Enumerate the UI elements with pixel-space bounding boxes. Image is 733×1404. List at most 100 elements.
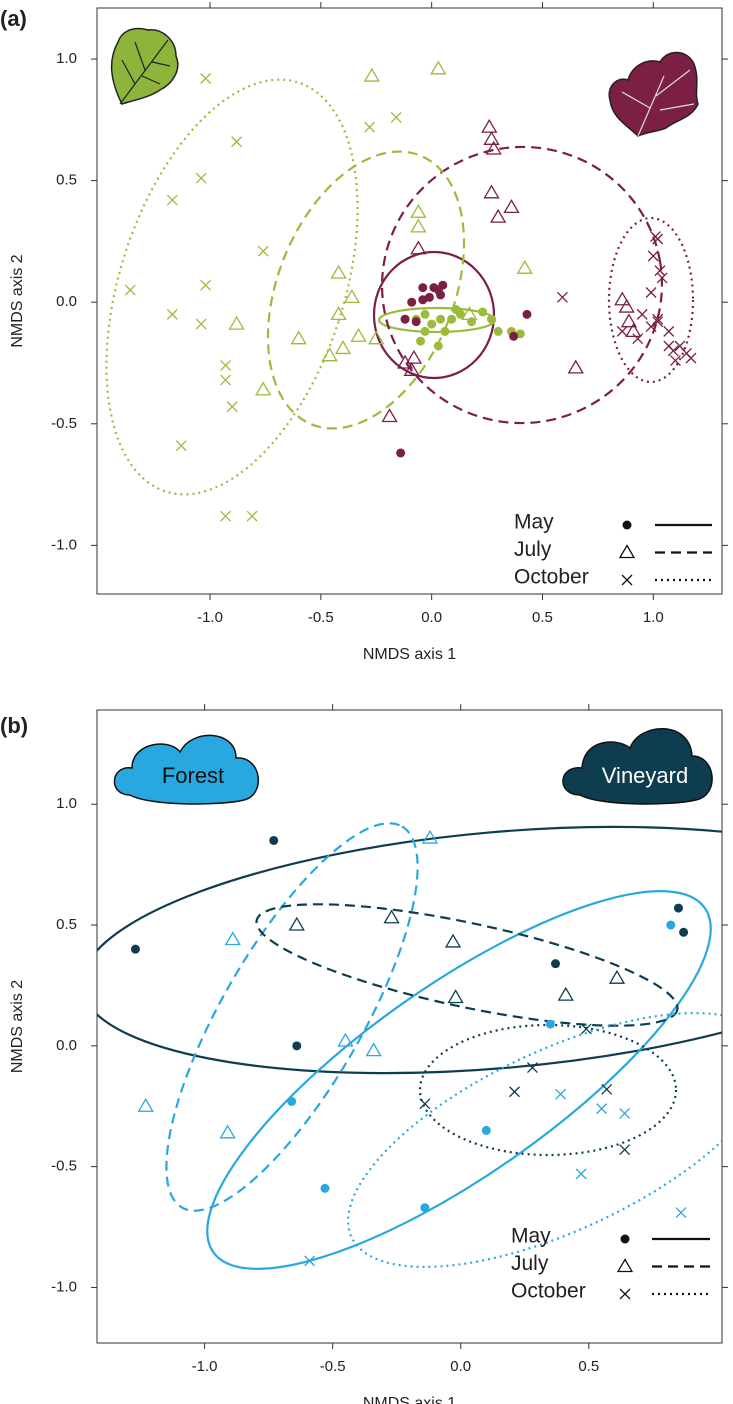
point	[545, 1019, 555, 1029]
ellipse	[165, 822, 419, 1212]
x-tick-label: 0.0	[421, 609, 442, 626]
point	[219, 1124, 236, 1139]
point	[246, 510, 258, 522]
point	[421, 829, 439, 844]
legend-marker	[622, 520, 632, 530]
point	[557, 986, 574, 1001]
point	[321, 347, 338, 362]
point	[396, 354, 414, 369]
point	[350, 327, 367, 342]
point	[663, 325, 675, 337]
ellipse	[372, 250, 496, 380]
point	[652, 233, 664, 245]
point	[467, 317, 477, 327]
point	[269, 835, 279, 845]
point	[304, 1255, 316, 1267]
point	[433, 341, 443, 351]
ellipse	[206, 890, 712, 1270]
point	[509, 331, 519, 341]
point	[292, 1041, 302, 1051]
point	[257, 245, 269, 257]
point	[619, 1144, 631, 1156]
point	[290, 330, 307, 345]
point	[365, 1042, 382, 1057]
point	[430, 60, 447, 75]
point	[420, 309, 430, 319]
y-tick-label: -1.0	[51, 1278, 77, 1295]
x-tick-label: 0.0	[450, 1358, 471, 1375]
point	[255, 381, 272, 396]
point	[567, 359, 584, 374]
annotation: Vineyard	[602, 763, 688, 788]
point	[166, 194, 178, 206]
point	[485, 140, 502, 155]
point	[343, 289, 361, 304]
point	[418, 283, 428, 293]
point	[526, 1062, 538, 1074]
point	[363, 67, 380, 82]
point	[200, 73, 212, 84]
point	[400, 314, 410, 324]
point	[407, 297, 417, 307]
plot-frame	[96, 7, 723, 595]
point	[618, 298, 635, 313]
point	[461, 306, 478, 321]
point	[619, 1108, 631, 1119]
point	[551, 959, 561, 969]
point	[645, 321, 657, 332]
x-tick-label: -1.0	[197, 609, 223, 626]
point	[396, 448, 406, 458]
y-tick-label: -0.5	[51, 1158, 77, 1175]
point	[124, 284, 136, 296]
vineyard-cloud	[562, 727, 713, 805]
point	[478, 307, 488, 317]
point	[447, 314, 457, 324]
point	[403, 362, 420, 376]
point	[220, 374, 232, 386]
ellipse	[418, 1023, 678, 1157]
point	[685, 352, 697, 364]
point	[673, 903, 683, 913]
y-tick-label: 0.0	[56, 1037, 77, 1054]
point	[137, 1097, 154, 1112]
point	[410, 203, 427, 218]
legend-label: July	[514, 538, 552, 561]
point	[130, 944, 140, 954]
point	[410, 240, 427, 255]
legend-marker	[619, 1288, 631, 1300]
x-tick-label: 0.5	[578, 1358, 599, 1375]
point	[444, 933, 462, 948]
point	[427, 319, 437, 329]
point	[483, 131, 500, 145]
point	[596, 1103, 608, 1115]
annotation: Forest	[162, 763, 224, 788]
point	[656, 272, 668, 284]
point	[320, 1183, 330, 1193]
point	[420, 326, 430, 336]
oak-leaf	[110, 27, 179, 105]
point	[383, 909, 400, 924]
point	[509, 1086, 520, 1098]
point	[224, 931, 241, 946]
forest-cloud	[113, 734, 259, 805]
point	[451, 305, 461, 315]
point	[556, 291, 568, 303]
point	[555, 1088, 567, 1100]
y-tick-label: 0.0	[56, 293, 77, 310]
legend-marker	[618, 544, 636, 559]
point	[522, 309, 532, 319]
ellipse	[266, 150, 466, 430]
y-tick-label: 1.0	[56, 50, 77, 67]
y-axis-title: NMDS axis 2	[9, 980, 26, 1073]
point	[433, 285, 443, 295]
point	[608, 969, 626, 984]
x-axis-title: NMDS axis 1	[363, 1395, 456, 1404]
point	[416, 336, 426, 346]
point	[228, 315, 245, 330]
x-axis-title: NMDS axis 1	[363, 646, 456, 663]
ellipse	[97, 825, 722, 1075]
legend-label: October	[514, 566, 589, 589]
point	[669, 355, 681, 367]
point	[364, 121, 376, 133]
